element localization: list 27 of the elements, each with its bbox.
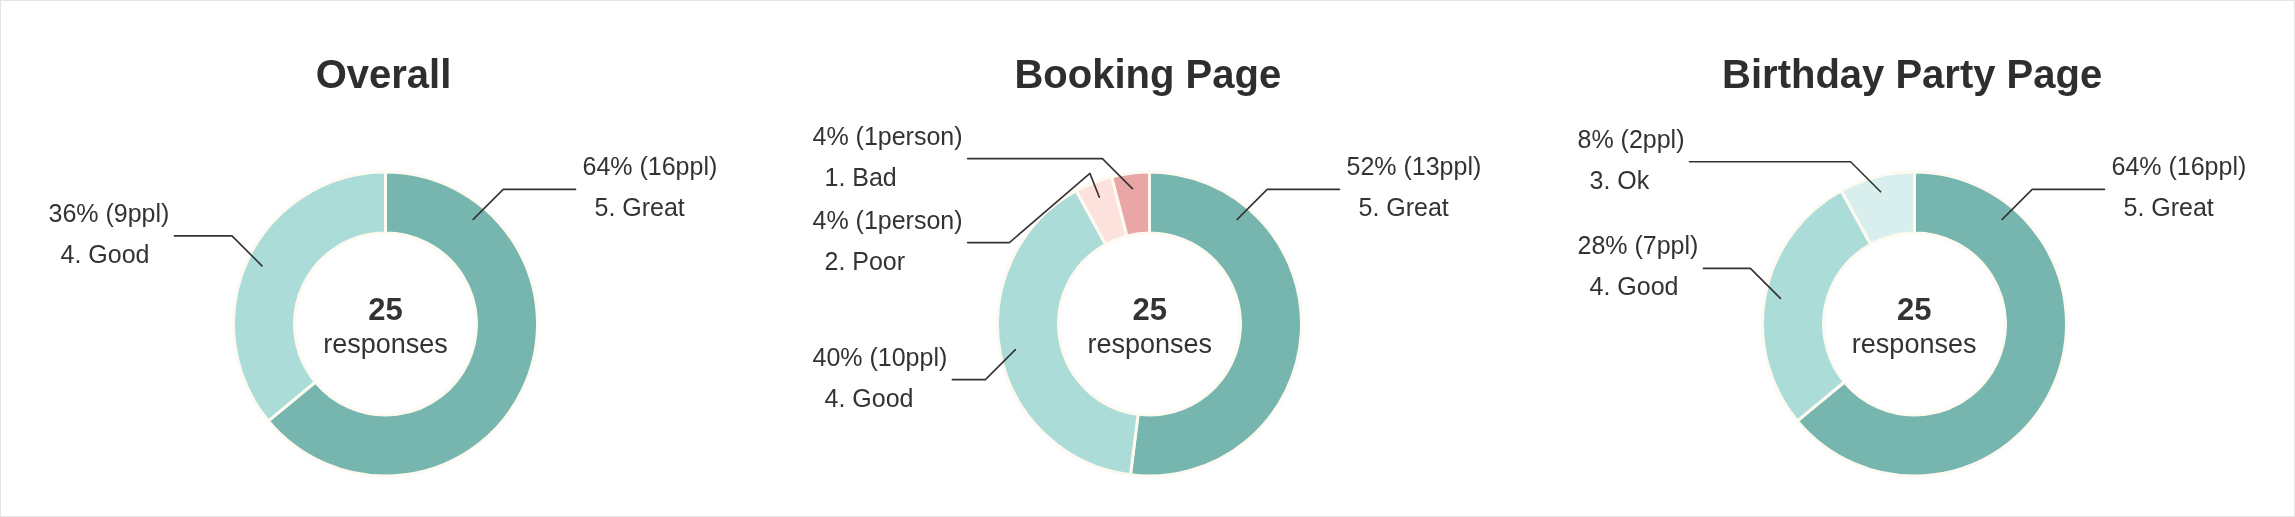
slice-label: 4. Good [60, 239, 150, 268]
chart-title: Overall [314, 51, 453, 97]
data-label: 52% (13ppl) [1346, 152, 1482, 181]
slice-label: 1. Bad [824, 162, 898, 191]
text: 25 [1131, 292, 1169, 328]
slice-label: 4. Good [1589, 272, 1679, 301]
chart-title: Booking Page [1013, 51, 1283, 97]
data-label: 64% (16ppl) [2111, 152, 2246, 181]
slice-label: 5. Great [1358, 193, 1450, 222]
slice-label: 2. Poor [824, 246, 906, 275]
text: 25 [1895, 292, 1933, 328]
chart-title: Birthday Party Page [1721, 51, 2104, 97]
data-label: 40% (10ppl) [812, 342, 948, 371]
data-label: 64% (16ppl) [582, 152, 718, 181]
data-label: 4% (1person) [812, 121, 963, 150]
slice-label: 5. Great [594, 193, 685, 222]
text: 25 [367, 292, 404, 328]
slice-label: 4. Good [824, 383, 914, 412]
text: responses [1850, 328, 1978, 360]
slice-label: 5. Great [2123, 193, 2214, 222]
slice-label: 3. Ok [1589, 165, 1650, 194]
data-label: 28% (7ppl) [1577, 231, 1699, 260]
data-label: 36% (9ppl) [48, 198, 170, 227]
text: responses [322, 328, 449, 360]
data-label: 8% (2ppl) [1577, 124, 1685, 153]
text: responses [1086, 328, 1214, 360]
data-label: 4% (1person) [812, 205, 963, 234]
